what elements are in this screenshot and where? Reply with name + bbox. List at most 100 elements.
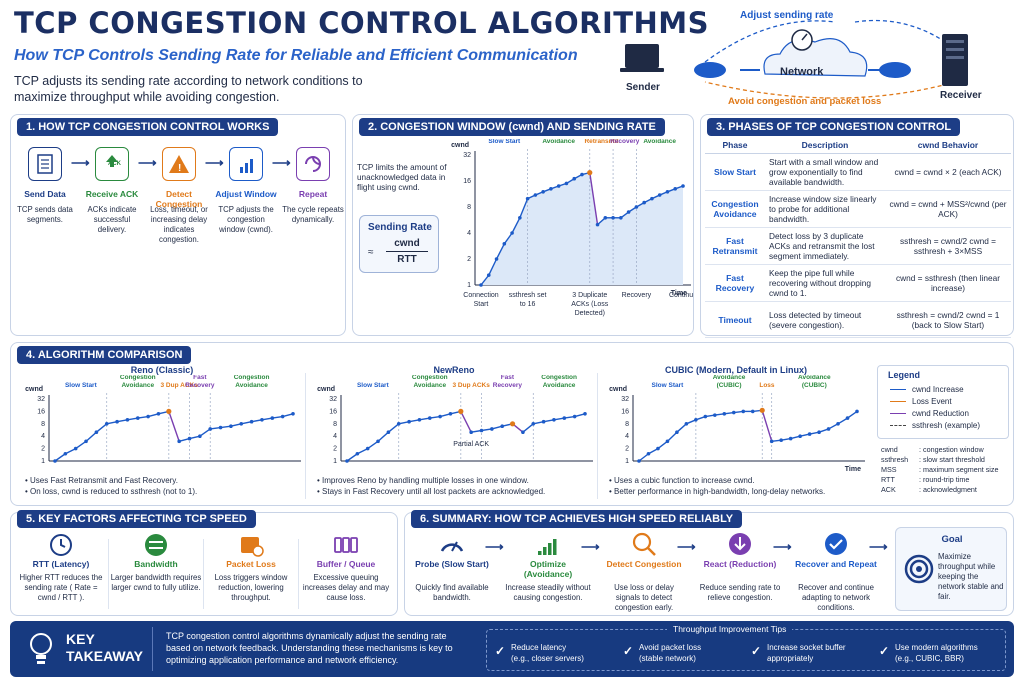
summary-desc: Quickly find available bandwidth.	[415, 583, 489, 602]
cloud-icon	[763, 38, 868, 77]
summary-step-1: Optimize (Avoidance) Increase steadily wi…	[505, 531, 591, 615]
legend-swatch	[890, 425, 906, 426]
data-point	[146, 414, 150, 419]
data-point	[572, 176, 577, 181]
step-icon	[28, 147, 62, 181]
key-takeaway-label: KEY TAKEAWAY	[66, 631, 144, 664]
phase-label: Fast	[193, 375, 207, 381]
phase-name: Congestion Avoidance	[705, 190, 765, 228]
data-point	[518, 215, 522, 220]
summary-title: React (Reduction)	[703, 559, 777, 569]
steps-row: Send Data TCP sends data segments. ⟶ Receiv…	[17, 147, 344, 267]
router-icon	[694, 62, 726, 78]
data-point	[556, 184, 561, 188]
phase-behavior: cwnd = cwnd × 2 (each ACK)	[885, 153, 1011, 191]
phase-label: Recovery	[610, 139, 640, 145]
phase-label: Loss	[759, 382, 775, 389]
col-behavior: cwnd Behavior	[885, 137, 1011, 154]
section-key-factors: 5. KEY FACTORS AFFECTING TCP SPEED RTT (…	[10, 510, 398, 616]
data-point	[769, 439, 774, 444]
data-point	[611, 215, 615, 220]
series-line	[95, 423, 108, 433]
rate-numerator: cwnd	[394, 238, 420, 249]
receiver-label: Receiver	[940, 90, 982, 101]
series-line	[511, 217, 521, 234]
data-point	[486, 273, 491, 277]
y-tick-label: 32	[329, 396, 337, 403]
loss-point	[458, 408, 464, 414]
phase-label: Avoidance	[543, 382, 576, 389]
data-point	[657, 193, 662, 197]
data-point	[502, 241, 507, 246]
data-point	[249, 419, 254, 424]
data-point	[479, 428, 484, 433]
data-point	[156, 411, 161, 416]
y-tick-label: 2	[333, 446, 337, 453]
step-desc: The cycle repeats dynamically.	[282, 205, 344, 224]
series-line	[480, 274, 490, 286]
phase-name: Fast Recovery	[705, 264, 765, 302]
data-point	[479, 283, 483, 287]
phase-label: (CUBIC)	[717, 382, 742, 389]
abbr-value: : round-trip time	[919, 475, 970, 484]
abbr-key: ACK	[881, 485, 896, 494]
phase-label: Avoidance	[798, 375, 831, 381]
step-desc: Loss, timeout, or increasing delay indic…	[150, 205, 208, 244]
section-how-it-works: 1. HOW TCP CONGESTION CONTROL WORKS Send…	[10, 114, 346, 336]
data-point	[650, 196, 654, 201]
sending-rate-box: Sending Rate ≈ cwnd RTT	[359, 215, 439, 273]
legend-item: ssthresh (example)	[886, 420, 1006, 431]
phase-desc: Detect loss by 3 duplicate ACKs and retr…	[765, 227, 885, 265]
data-point	[494, 257, 499, 261]
reno-bullets: • Uses Fast Retransmit and Fast Recovery…	[25, 475, 295, 497]
data-point	[104, 422, 109, 426]
cwnd-description: TCP limits the amount of unacknowledged …	[357, 163, 447, 192]
step-desc: TCP adjusts the congestion window (cwnd)…	[218, 205, 274, 234]
area-fill	[481, 172, 683, 285]
series-line	[657, 440, 668, 450]
summary-title: Recover and Repeat	[795, 559, 877, 569]
check-icon: ✓	[879, 644, 890, 658]
factor-title: Buffer / Queue	[316, 559, 376, 569]
series-line	[346, 453, 358, 462]
tip-detail: (e.g., CUBIC, BBR)	[895, 654, 964, 663]
data-point	[656, 446, 660, 451]
data-point	[198, 434, 202, 438]
phase-behavior: ssthresh = cwnd/2 cwnd = ssthresh + 3×MS…	[885, 227, 1011, 265]
goal-title: Goal	[941, 534, 963, 545]
y-tick-label: 4	[467, 230, 471, 237]
phase-row: Slow Start Start with a small window and …	[705, 153, 1011, 191]
summary-desc: Increase steadily without causing conges…	[505, 583, 591, 602]
data-point	[115, 419, 119, 424]
goal-box: Goal Maximize throughput while keeping t…	[895, 527, 1007, 611]
server-icon	[942, 34, 968, 86]
factor-1: Bandwidth Larger bandwidth requires large…	[110, 531, 202, 615]
series-line	[367, 440, 379, 450]
phase-label: Congestion	[234, 375, 270, 381]
cubic-bullet: • Better performance in high-bandwidth, …	[609, 487, 826, 496]
network-label: Network	[780, 66, 824, 78]
network-svg	[620, 19, 968, 99]
loss-point	[587, 170, 593, 176]
data-point	[580, 172, 584, 177]
series-line	[519, 198, 529, 219]
data-point	[634, 205, 639, 209]
phase-desc: Start with a small window and grow expon…	[765, 153, 885, 191]
reno-bullet: • Uses Fast Retransmit and Fast Recovery…	[25, 476, 178, 485]
data-point	[675, 430, 679, 435]
legend-item: cwnd Reduction	[886, 408, 1006, 419]
loss-point	[509, 421, 516, 427]
y-tick-label: 32	[463, 152, 471, 159]
step-arrow: ⟶	[272, 155, 291, 170]
data-point	[681, 184, 685, 188]
phase-name: Fast Retransmit	[705, 227, 765, 265]
series-line	[75, 440, 87, 450]
phase-behavior: cwnd = ssthresh (then linear increase)	[885, 264, 1011, 302]
summary-step-3: React (Reduction) Reduce sending rate to …	[697, 531, 783, 615]
phase-label: Avoidance	[235, 382, 268, 389]
data-point	[541, 419, 546, 424]
tip-item: ✓ Avoid packet loss (stable network)	[621, 642, 745, 666]
series-line	[460, 411, 472, 433]
data-point	[817, 430, 821, 435]
phase-label: Congestion	[120, 375, 156, 381]
